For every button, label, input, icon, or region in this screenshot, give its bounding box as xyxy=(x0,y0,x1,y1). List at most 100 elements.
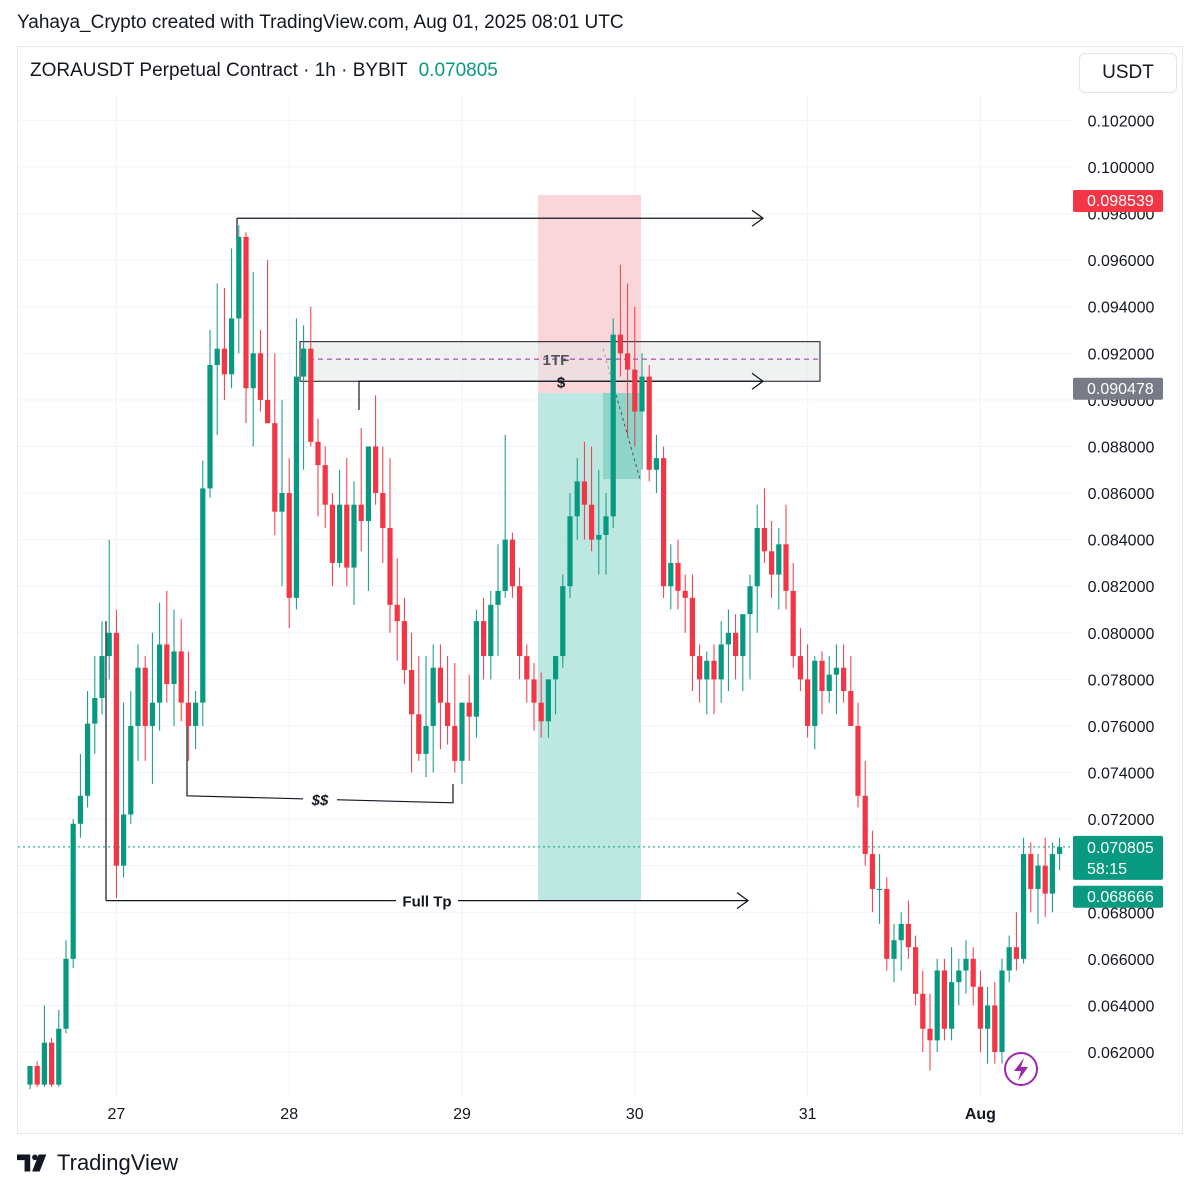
dollar-label: $ xyxy=(557,374,566,391)
y-tick-label: 0.068000 xyxy=(1088,905,1155,922)
chart-credit: Yahaya_Crypto created with TradingView.c… xyxy=(17,12,624,33)
candle-body xyxy=(265,399,271,424)
candle-body xyxy=(711,660,717,680)
candle-body xyxy=(754,527,760,587)
candle-body xyxy=(193,702,199,726)
candle-body xyxy=(1021,854,1027,959)
candle-body xyxy=(481,621,487,657)
candle-body xyxy=(632,369,638,412)
candle-body xyxy=(884,888,890,959)
footer-brand-text: TradingView xyxy=(57,1150,179,1175)
candle-body xyxy=(459,702,465,761)
current-price-badge xyxy=(1073,835,1163,880)
candle-body xyxy=(430,667,436,726)
candle-body xyxy=(992,1005,998,1052)
candle-body xyxy=(553,656,559,680)
candle-body xyxy=(272,423,278,512)
y-tick-label: 0.066000 xyxy=(1088,952,1155,969)
box-label: 1TF xyxy=(543,352,570,369)
candle-body xyxy=(826,674,832,692)
candle-body xyxy=(293,376,299,598)
candle-body xyxy=(92,698,98,724)
candle-body xyxy=(769,551,775,575)
candle-body xyxy=(99,656,105,698)
candle-body xyxy=(574,481,580,517)
candle-body xyxy=(409,670,415,715)
candle-body xyxy=(85,723,91,796)
candle-body xyxy=(473,621,479,717)
candle-body xyxy=(1049,854,1055,894)
candle-body xyxy=(603,516,609,535)
candle-body xyxy=(171,651,177,685)
drawings: 1TF$$$Full Tp xyxy=(18,209,1072,912)
position-path-line xyxy=(602,348,641,480)
price-badges: 0.098539 0.090478 0.070805 58:15 0.068666 xyxy=(1073,190,1163,908)
candle-body xyxy=(452,725,458,761)
chart-frame xyxy=(17,46,1183,1134)
candle-body xyxy=(517,586,523,657)
x-tick-label: Aug xyxy=(965,1106,996,1123)
y-tick-label: 0.078000 xyxy=(1088,672,1155,689)
full-tp-label-bg xyxy=(396,889,458,912)
candle-body xyxy=(1057,847,1063,855)
candle-body xyxy=(524,656,530,680)
y-tick-label: 0.084000 xyxy=(1088,533,1155,550)
candle-body xyxy=(920,993,926,1029)
tradingview-logo-icon xyxy=(17,1154,47,1172)
lower-price-badge xyxy=(1073,885,1163,908)
candle-body xyxy=(783,544,789,591)
candle-body xyxy=(790,590,796,657)
candle-body xyxy=(855,725,861,796)
y-tick-label: 0.080000 xyxy=(1088,626,1155,643)
current-price-badge-text: 0.070805 xyxy=(1087,840,1154,857)
candle-body xyxy=(985,1005,991,1029)
candle-body xyxy=(718,644,724,680)
candle-body xyxy=(106,632,112,657)
y-tick-label: 0.092000 xyxy=(1088,346,1155,363)
candle-body xyxy=(488,604,494,657)
candle-body xyxy=(970,958,976,987)
candle-body xyxy=(286,493,292,598)
candle-body xyxy=(250,353,256,389)
candle-body xyxy=(49,1042,55,1085)
x-tick-label: 29 xyxy=(453,1106,471,1123)
y-tick-label: 0.072000 xyxy=(1088,812,1155,829)
candle-body xyxy=(27,1065,33,1085)
candle-body xyxy=(200,488,206,703)
candle-body xyxy=(531,679,537,703)
candle-body xyxy=(797,656,803,680)
candle-body xyxy=(877,888,883,890)
candle-body xyxy=(704,660,710,680)
unit-button[interactable]: USDT xyxy=(1079,53,1177,93)
y-tick-label: 0.102000 xyxy=(1088,113,1155,130)
candle-body xyxy=(423,725,429,754)
y-tick-label: 0.088000 xyxy=(1088,439,1155,456)
candle-body xyxy=(610,334,616,517)
candle-body xyxy=(63,958,69,1029)
candle-body xyxy=(812,660,818,726)
candle-body xyxy=(653,458,659,470)
candle-body xyxy=(963,958,969,971)
y-tick-label: 0.086000 xyxy=(1088,486,1155,503)
candle-body xyxy=(1013,947,1019,959)
candle-body xyxy=(1006,947,1012,971)
candle-body xyxy=(949,982,955,1029)
candle-body xyxy=(358,504,364,521)
y-tick-label: 0.062000 xyxy=(1088,1045,1155,1062)
candle-body xyxy=(509,539,515,587)
candle-body xyxy=(387,527,393,605)
candle-body xyxy=(819,660,825,692)
candle-body xyxy=(380,493,386,528)
candle-body xyxy=(898,923,904,941)
candle-body xyxy=(913,947,919,994)
candle-body xyxy=(185,702,191,726)
candle-body xyxy=(697,656,703,680)
candle-body xyxy=(279,493,285,512)
y-tick-label: 0.074000 xyxy=(1088,766,1155,783)
candle-body xyxy=(1035,865,1041,889)
candle-body xyxy=(41,1042,47,1085)
candle-body xyxy=(848,691,854,726)
candle-body xyxy=(344,504,350,568)
candle-body xyxy=(157,644,163,703)
